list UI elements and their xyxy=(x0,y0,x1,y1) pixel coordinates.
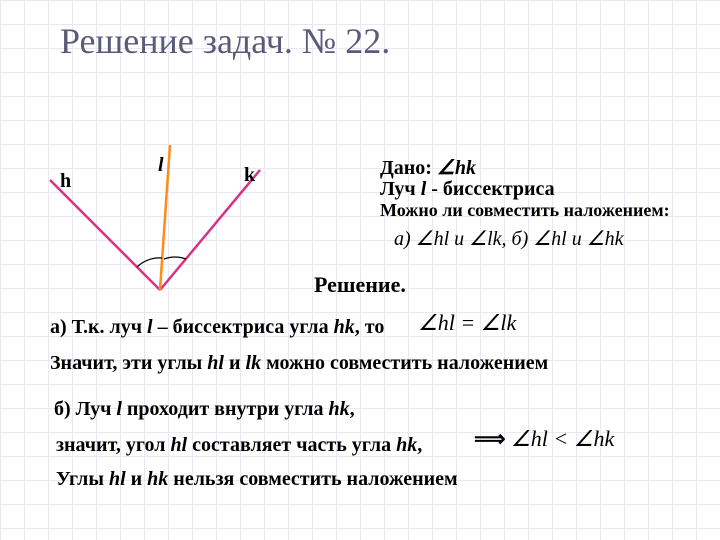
line-a2-hl: hl xyxy=(207,352,224,374)
line-b3-p3: нельзя совместить наложением xyxy=(168,468,457,490)
line-a2: Значит, эти углы hl и lk можно совместит… xyxy=(50,352,548,375)
ray-k xyxy=(160,170,260,290)
line-b3-p1: Углы xyxy=(56,468,109,490)
line-b3: Углы hl и hk нельзя совместить наложение… xyxy=(56,468,458,491)
line-a2-p2: и xyxy=(224,352,246,374)
line-b3-hl: hl xyxy=(109,468,126,490)
line-b2-p3: , xyxy=(417,434,422,456)
line-b2: значит, угол hl составляет часть угла hk… xyxy=(56,434,422,457)
line-a-hk: hk xyxy=(334,316,355,338)
line-b-hk: hk xyxy=(329,398,350,420)
line-b3-hk: hk xyxy=(147,468,168,490)
angle-diagram xyxy=(40,140,300,310)
line-b2-p1: значит, угол xyxy=(56,434,170,456)
line-b-p3: , xyxy=(350,398,355,420)
page-title: Решение задач. № 22. xyxy=(60,20,390,62)
line-b2-p2: составляет часть угла xyxy=(187,434,396,456)
line-b3-p2: и xyxy=(126,468,148,490)
line-a2-p3: можно совместить наложением xyxy=(261,352,548,374)
line-a2-lk: lk xyxy=(246,352,262,374)
arrow-formula: ⟹ ∠hl < ∠hk xyxy=(474,426,614,452)
line-b2-hl: hl xyxy=(170,434,187,456)
question-line: Можно ли совместить наложением: xyxy=(380,200,670,221)
angle-arc-hl xyxy=(137,258,162,267)
rb-prefix: Луч xyxy=(380,178,421,200)
given-label: Дано: xyxy=(380,157,432,179)
line-b-p2: проходит внутри угла xyxy=(122,398,329,420)
line-a-p2: – биссектриса угла xyxy=(153,316,334,338)
given-line: Дано: ∠hk xyxy=(380,155,476,180)
line-b: б) Луч l проходит внутри угла hk, xyxy=(54,398,355,421)
ray-bisector-line: Луч l - биссектриса xyxy=(380,178,555,201)
label-l: l xyxy=(158,154,164,177)
solution-header: Решение. xyxy=(314,272,406,298)
line-a: а) Т.к. луч l – биссектриса угла hk, то xyxy=(50,316,384,339)
line-a2-p1: Значит, эти углы xyxy=(50,352,207,374)
label-k: k xyxy=(244,164,255,187)
angles-ab: а) ∠hl и ∠lk, б) ∠hl и ∠hk xyxy=(394,226,624,251)
line-a-p3: , то xyxy=(355,316,385,338)
line-b-p1: б) Луч xyxy=(54,398,116,420)
formula-a: ∠hl = ∠lk xyxy=(418,310,516,336)
line-b2-hk: hk xyxy=(396,434,417,456)
arrow-expr: ∠hl < ∠hk xyxy=(511,426,614,451)
angle-arc-lk xyxy=(164,257,186,259)
label-h: h xyxy=(60,170,71,193)
ray-h xyxy=(50,180,160,290)
arrow-icon: ⟹ xyxy=(474,426,506,451)
line-a-p1: а) Т.к. луч xyxy=(50,316,147,338)
rb-suffix: - биссектриса xyxy=(426,178,554,200)
given-angle: ∠hk xyxy=(437,157,476,179)
